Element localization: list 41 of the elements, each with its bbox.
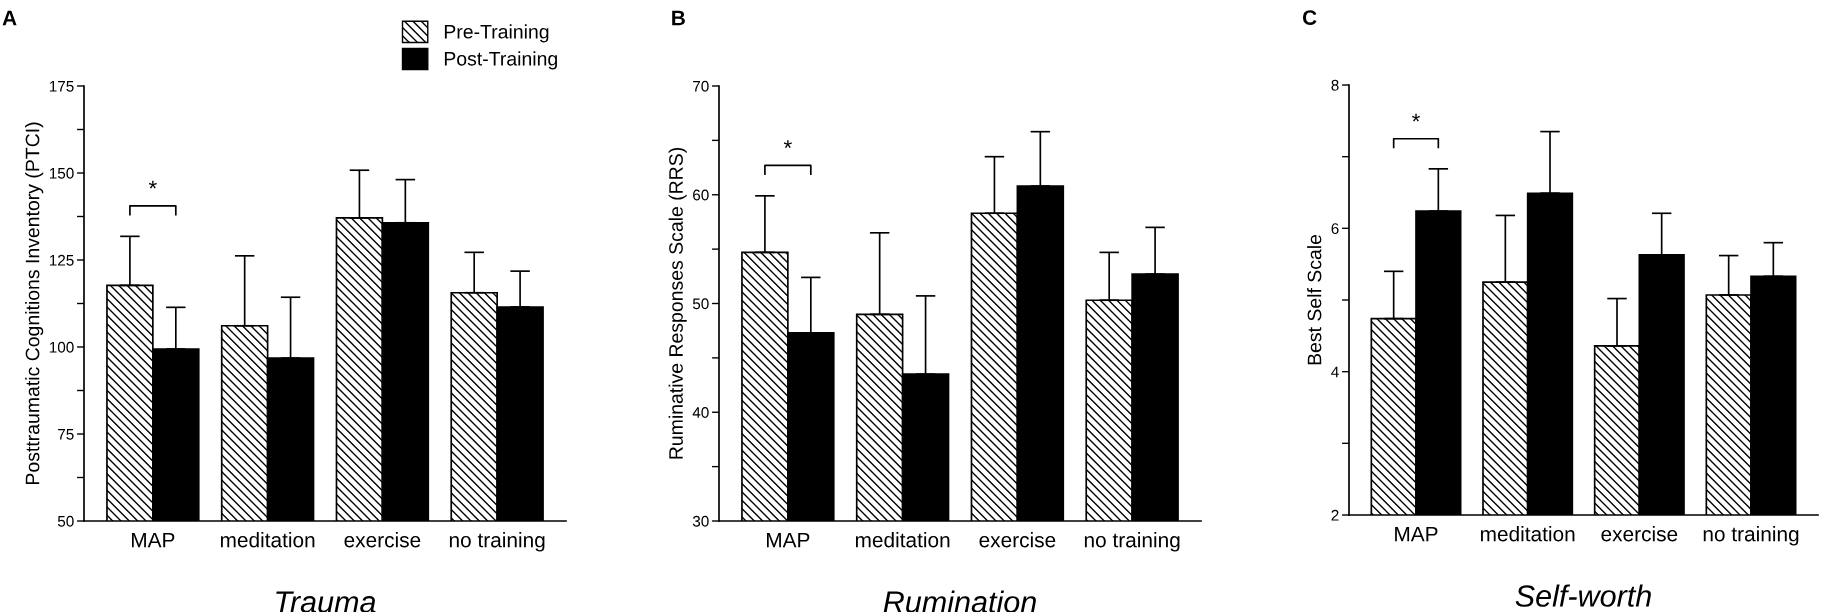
- x-tick-label: no training: [1084, 532, 1180, 552]
- legend-label: Pre-Training: [444, 24, 549, 43]
- y-tick-label: 70: [693, 80, 709, 92]
- y-tick-label: 150: [49, 167, 74, 179]
- chart-title: A: [2, 10, 17, 26]
- x-tick-label: exercise: [344, 532, 421, 548]
- y-tick-label: 50: [692, 298, 709, 310]
- annotation: *: [783, 140, 792, 149]
- y-tick-label: 60: [693, 189, 709, 201]
- annotation: *: [148, 180, 157, 189]
- x-tick-label: no training: [1703, 526, 1799, 546]
- x-tick-label: meditation: [855, 532, 950, 548]
- x-tick-label: meditation: [1480, 526, 1575, 542]
- legend-label: Post-Training: [444, 51, 557, 70]
- x-tick-label: no training: [449, 532, 545, 552]
- y-tick-label: 2: [1331, 509, 1339, 521]
- y-axis-title: Ruminative Responses Scale (RRS): [668, 148, 687, 459]
- chart-title: B: [672, 10, 685, 26]
- y-tick-label: 8: [1331, 79, 1339, 91]
- x-tick-label: MAP: [766, 532, 810, 548]
- x-axis-title: Self-worth: [1515, 584, 1651, 607]
- y-tick-label: 75: [58, 429, 74, 440]
- chart-title: C: [1302, 10, 1317, 25]
- x-tick-label: MAP: [131, 532, 175, 548]
- y-tick-label: 30: [692, 515, 709, 527]
- y-tick-label: 4: [1331, 366, 1339, 378]
- y-tick-label: 50: [57, 515, 74, 527]
- y-tick-label: 100: [49, 341, 74, 353]
- x-tick-label: exercise: [979, 532, 1056, 548]
- y-axis-title: Best Self Scale: [1307, 234, 1322, 365]
- y-tick-label: 175: [49, 81, 74, 92]
- x-tick-label: exercise: [1601, 526, 1678, 542]
- y-tick-label: 6: [1331, 223, 1339, 235]
- y-tick-label: 125: [49, 254, 74, 266]
- y-tick-label: 40: [692, 407, 709, 418]
- x-tick-label: MAP: [1395, 526, 1438, 542]
- y-axis-title: Posttraumatic Cognitions Inventory (PTCI): [25, 122, 44, 484]
- annotation: *: [1412, 113, 1420, 122]
- x-axis-title: Rumination: [883, 590, 1036, 612]
- x-tick-label: meditation: [220, 532, 315, 548]
- x-axis-title: Trauma: [276, 591, 376, 612]
